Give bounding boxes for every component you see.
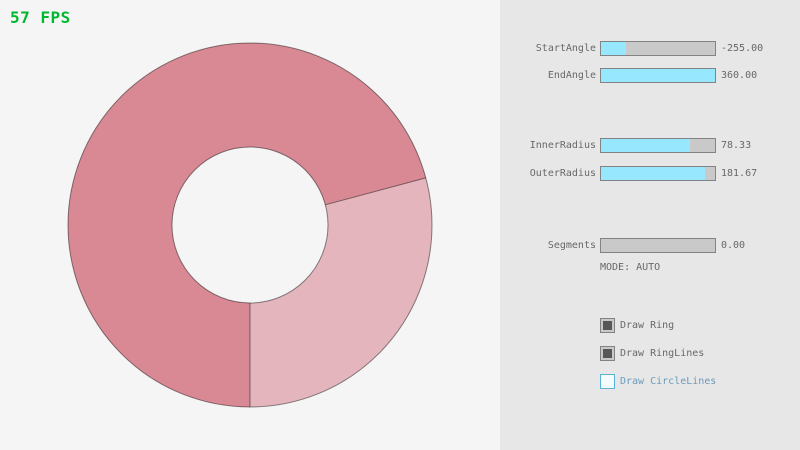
endangle-slider[interactable] bbox=[600, 68, 716, 83]
slider-label: OuterRadius bbox=[529, 168, 596, 179]
outerradius-slider[interactable] bbox=[600, 166, 716, 181]
slider-label: StartAngle bbox=[535, 43, 596, 54]
slider-label: InnerRadius bbox=[529, 140, 596, 151]
checkbox-label: Draw RingLines bbox=[620, 348, 705, 359]
slider-fill bbox=[601, 42, 627, 55]
checkbox-label: Draw CircleLines bbox=[620, 376, 717, 387]
innerradius-slider[interactable] bbox=[600, 138, 716, 153]
draw-ringlines-checkbox[interactable] bbox=[600, 346, 615, 361]
slider-value: 78.33 bbox=[721, 140, 752, 151]
slider-value: -255.00 bbox=[721, 43, 764, 54]
slider-row-segments: Segments 0.00 bbox=[500, 238, 800, 253]
fps-counter: 57 FPS bbox=[10, 8, 71, 27]
slider-value: 0.00 bbox=[721, 240, 746, 251]
slider-row-innerradius: InnerRadius 78.33 bbox=[500, 138, 800, 153]
render-canvas: 57 FPS bbox=[10, 8, 433, 408]
slider-fill bbox=[601, 139, 690, 152]
checkbox-label: Draw Ring bbox=[620, 320, 675, 331]
slider-fill bbox=[601, 167, 705, 180]
slider-value: 360.00 bbox=[721, 70, 758, 81]
slider-value: 181.67 bbox=[721, 168, 758, 179]
control-panel: StartAngle -255.00 EndAngle 360.00 Inner… bbox=[500, 0, 800, 450]
draw-circlelines-checkbox[interactable] bbox=[600, 374, 615, 389]
slider-row-endangle: EndAngle 360.00 bbox=[500, 68, 800, 83]
slider-fill bbox=[601, 69, 715, 82]
slider-label: EndAngle bbox=[547, 70, 596, 81]
slider-row-outerradius: OuterRadius 181.67 bbox=[500, 166, 800, 181]
segments-slider[interactable] bbox=[600, 238, 716, 253]
ring-chart bbox=[67, 42, 433, 408]
startangle-slider[interactable] bbox=[600, 41, 716, 56]
slider-label: Segments bbox=[547, 240, 596, 251]
mode-indicator: MODE: AUTO bbox=[600, 262, 661, 273]
draw-ring-checkbox[interactable] bbox=[600, 318, 615, 333]
slider-row-startangle: StartAngle -255.00 bbox=[500, 41, 800, 56]
